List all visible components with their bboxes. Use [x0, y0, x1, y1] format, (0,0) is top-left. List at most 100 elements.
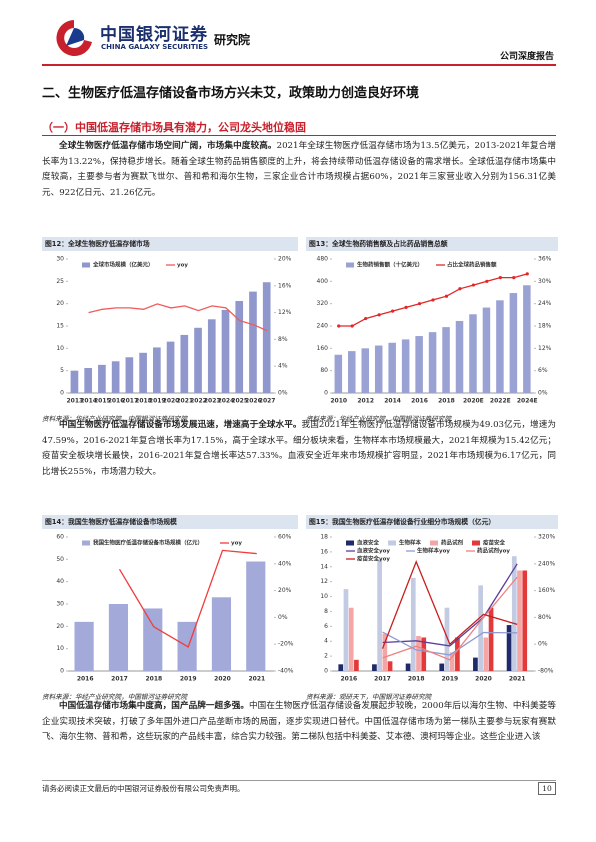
institute: 研究院	[214, 33, 251, 47]
paragraph: 全球生物医疗低温存储市场空间广阔，市场集中度较高。2021年全球生物医疗低温存储…	[42, 139, 556, 201]
footer-disclaimer: 请务必阅读正文最后的中国银河证券股份有限公司免责声明。	[42, 784, 245, 793]
bar	[405, 663, 411, 671]
y2-tick-label: 6%	[538, 367, 548, 374]
x-tick-label: 2022E	[490, 398, 511, 405]
y-tick-label: 40	[56, 578, 64, 585]
bar	[455, 320, 464, 393]
bar	[506, 625, 512, 671]
bar	[343, 589, 349, 671]
y-tick-label: 60	[56, 534, 64, 541]
line-marker	[512, 276, 516, 280]
line-series	[88, 303, 268, 332]
y-tick-label: 4	[324, 638, 328, 645]
bar	[221, 309, 230, 393]
bar	[348, 351, 356, 393]
header-rule	[42, 64, 556, 66]
figure-caption: 图14：我国生物医疗低温存储设备市场规模	[42, 515, 298, 529]
bar	[262, 282, 271, 393]
bar	[511, 556, 517, 671]
x-tick-label: 2021	[509, 676, 526, 683]
bar	[523, 285, 531, 393]
bar	[372, 664, 377, 671]
y-tick-label: 240	[317, 323, 329, 330]
logo-swirl-blue	[66, 27, 85, 46]
y-tick-label: 0	[324, 390, 328, 397]
legend-label: 生物药销售额（十亿美元）	[357, 261, 423, 269]
y-tick-label: 30	[56, 256, 64, 263]
y-tick-label: 10	[320, 593, 328, 600]
line-marker	[364, 316, 368, 321]
y2-tick-label: -40%	[278, 668, 294, 675]
y-tick-label: 160	[317, 345, 329, 352]
figure: 图15：我国生物医疗低温存储设备行业细分市场规模（亿元） 0 2 4 6 8 10 12 14…	[306, 515, 558, 701]
x-tick-label: 2021	[248, 676, 265, 683]
bar	[361, 348, 370, 393]
paragraph-lead: 中国低温存储市场集中度高，国产品牌一超多强。	[59, 701, 250, 711]
y2-tick-label: 0%	[538, 390, 548, 397]
legend-label: 药品试剂yoy	[477, 547, 510, 555]
bar	[84, 367, 93, 393]
y-tick-label: 80	[320, 367, 328, 374]
subsection-title: （一）中国低温存储市场具有潜力，公司龙头地位稳固	[42, 121, 306, 134]
paragraph-text: 我国2021年生物医疗低温存储设备市场规模为49.03亿元，增速为47.59%，…	[42, 420, 556, 477]
y-tick-label: 50	[56, 556, 64, 563]
chart: 0510152025300%4%8%12%16%20%2013201420152…	[56, 256, 292, 405]
x-tick-label: 2022	[190, 398, 207, 405]
line-series	[382, 631, 518, 656]
x-tick-label: 2015	[94, 398, 111, 405]
bar	[374, 345, 383, 393]
x-tick-label: 2024E	[517, 398, 538, 405]
line-series	[118, 549, 257, 648]
brand-en: CHINA GALAXY SECURITIES	[101, 43, 209, 51]
figure-caption: 图13：全球生物药销售额及占比药品销售总额	[306, 237, 558, 251]
chart: 0 2 4 6 8 10 12 14 16 18 -80% 0% 80% 160% 240% 320% 2016…	[320, 534, 555, 683]
y2-tick-label: 20%	[278, 587, 292, 594]
line-marker	[485, 279, 489, 283]
line-marker	[444, 294, 449, 298]
legend-label: 全球市场规模（亿美元）	[92, 261, 154, 269]
bar	[211, 597, 232, 671]
bar	[249, 291, 257, 393]
legend-swatch	[430, 540, 438, 546]
y-tick-label: 6	[324, 623, 328, 630]
bar	[410, 577, 416, 671]
bar	[517, 570, 522, 671]
bar	[180, 334, 189, 393]
x-tick-label: 2023	[204, 398, 221, 405]
y2-tick-label: 12%	[278, 309, 292, 316]
y2-tick-label: 18%	[538, 323, 552, 330]
line-series	[382, 576, 518, 661]
y-tick-label: 480	[317, 256, 329, 263]
legend-swatch	[82, 540, 90, 546]
bar	[246, 561, 266, 671]
logo	[56, 20, 92, 56]
bar	[354, 659, 359, 671]
y-tick-label: 320	[317, 300, 329, 307]
line-marker	[350, 324, 354, 328]
line-marker	[391, 309, 395, 313]
y2-tick-label: -80%	[538, 668, 554, 675]
bar	[111, 361, 120, 393]
bar	[348, 607, 354, 671]
y-tick-label: 16	[320, 548, 328, 555]
bar	[98, 364, 106, 393]
x-tick-label: 2018	[135, 398, 152, 405]
y2-tick-label: 80%	[538, 614, 552, 621]
line-marker	[377, 313, 381, 317]
x-tick-label: 2016	[108, 398, 125, 405]
x-tick-label: 2013	[67, 398, 84, 405]
bar	[153, 347, 161, 393]
legend-label: yoy	[177, 263, 188, 269]
y-tick-label: 10	[56, 345, 64, 352]
y-tick-label: 5	[60, 367, 64, 374]
x-tick-label: 2018	[438, 398, 455, 405]
bar	[74, 621, 94, 671]
bar	[509, 293, 518, 393]
x-tick-label: 2012	[357, 398, 374, 405]
line-marker	[404, 305, 408, 309]
figure-source: 资料来源：华经产业研究院，中国银河证券研究院	[306, 415, 452, 423]
figure: 图14：我国生物医疗低温存储设备市场规模 0 10 20 30 40 50 60 -40% -2…	[42, 515, 298, 701]
x-tick-label: 2014	[80, 398, 97, 405]
x-tick-label: 2016	[340, 676, 357, 683]
bar	[488, 607, 494, 671]
